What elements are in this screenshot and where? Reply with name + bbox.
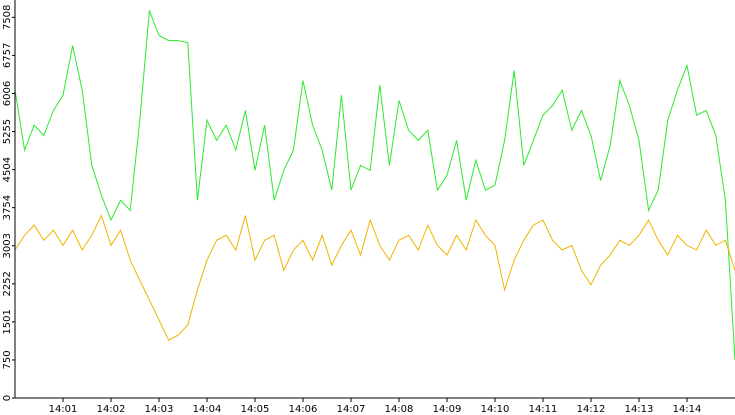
y-tick-label: 5255 <box>2 119 13 144</box>
y-tick-label: 6006 <box>2 81 13 106</box>
data-line <box>14 10 735 361</box>
x-tick-label: 14:03 <box>145 404 174 415</box>
y-tick-label: 3003 <box>2 233 13 258</box>
y-tick-label: 0 <box>2 395 13 401</box>
y-tick-label: 750 <box>2 350 13 369</box>
x-tick-label: 14:13 <box>625 404 654 415</box>
x-tick-label: 14:04 <box>193 404 222 415</box>
x-tick-label: 14:01 <box>49 404 78 415</box>
y-tick-label: 6757 <box>2 43 13 68</box>
x-tick-label: 14:10 <box>481 404 510 415</box>
x-tick-label: 14:06 <box>289 404 318 415</box>
x-tick-label: 14:11 <box>529 404 558 415</box>
y-tick-label: 4504 <box>2 157 13 182</box>
x-tick-label: 14:14 <box>673 404 702 415</box>
x-tick-label: 14:05 <box>241 404 270 415</box>
y-tick-label: 1501 <box>2 309 13 334</box>
x-tick-label: 14:02 <box>97 404 126 415</box>
x-tick-label: 14:12 <box>577 404 606 415</box>
data-line <box>14 214 735 341</box>
x-tick-label: 14:07 <box>337 404 366 415</box>
y-tick-label: 2252 <box>2 271 13 296</box>
y-tick-label: 3754 <box>2 195 13 220</box>
x-tick-label: 14:08 <box>385 404 414 415</box>
x-tick-label: 14:09 <box>433 404 462 415</box>
y-tick-label: 7508 <box>2 5 13 30</box>
